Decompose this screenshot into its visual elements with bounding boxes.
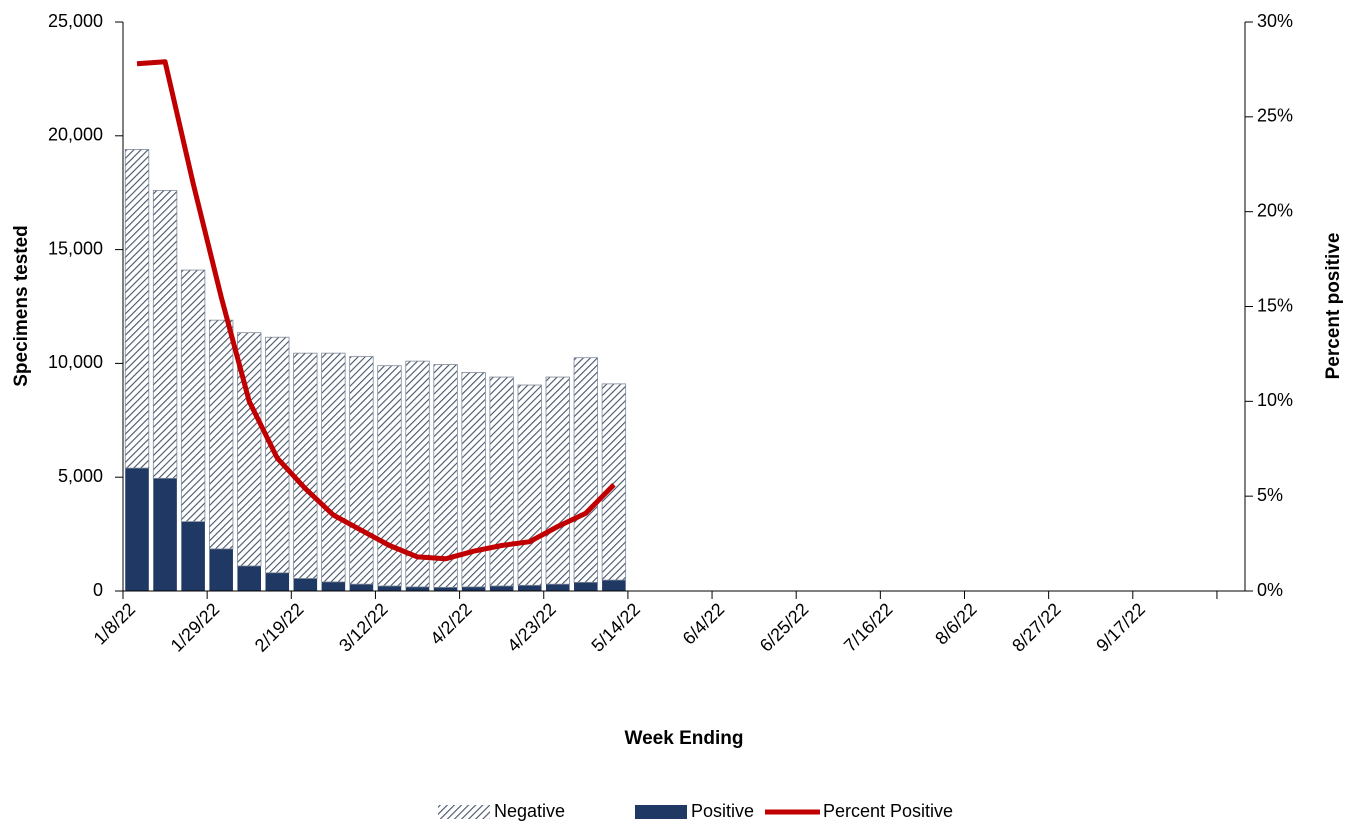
- bar: [321, 581, 346, 591]
- legend-swatch: [635, 805, 687, 819]
- bar: [181, 521, 205, 591]
- bar: [152, 190, 178, 479]
- x-tick-label: 1/29/22: [167, 599, 224, 656]
- bar: [573, 357, 599, 583]
- y-tick-label: 25,000: [48, 11, 103, 31]
- y2-tick-label: 30%: [1257, 11, 1293, 31]
- y2-axis-title: Percent positive: [1323, 233, 1344, 380]
- bar: [489, 585, 514, 591]
- bar: [321, 352, 346, 583]
- y-tick-label: 20,000: [48, 125, 103, 145]
- y-tick-label: 15,000: [48, 238, 103, 258]
- bar: [377, 585, 402, 591]
- legend-label: Percent Positive: [823, 801, 953, 821]
- x-tick-label: 7/16/22: [840, 599, 897, 656]
- bar: [601, 383, 627, 581]
- y-tick-label: 0: [93, 580, 103, 600]
- bar: [405, 360, 430, 588]
- bar: [125, 468, 149, 591]
- bar: [602, 580, 626, 591]
- bar: [517, 585, 542, 591]
- x-tick-label: 8/6/22: [931, 599, 981, 649]
- y-tick-label: 5,000: [58, 466, 103, 486]
- line: [136, 59, 616, 562]
- legend-swatch: [438, 805, 490, 819]
- bar: [208, 319, 234, 550]
- bar: [517, 384, 542, 586]
- x-tick-label: 8/27/22: [1008, 599, 1065, 656]
- bar: [461, 586, 486, 591]
- x-tick-label: 3/12/22: [335, 599, 392, 656]
- bar: [349, 584, 374, 591]
- legend-label: Positive: [691, 801, 754, 821]
- bar: [293, 578, 318, 591]
- bar: [153, 478, 177, 591]
- x-tick-label: 6/25/22: [756, 599, 813, 656]
- y-axis-title: Specimens tested: [11, 225, 32, 387]
- x-tick-label: 6/4/22: [679, 599, 729, 649]
- y2-tick-label: 10%: [1257, 390, 1293, 410]
- bar: [545, 584, 570, 591]
- bar: [489, 376, 514, 587]
- x-tick-label: 5/14/22: [587, 599, 644, 656]
- bar: [265, 572, 290, 591]
- y2-tick-label: 0%: [1257, 580, 1283, 600]
- y-tick-label: 10,000: [48, 352, 103, 372]
- bar: [209, 548, 233, 591]
- bar: [461, 372, 486, 588]
- bar: [433, 587, 458, 591]
- y2-tick-label: 25%: [1257, 106, 1293, 126]
- bar: [237, 565, 262, 591]
- bar: [574, 582, 598, 591]
- y2-tick-label: 5%: [1257, 485, 1283, 505]
- bar: [237, 332, 262, 567]
- y2-tick-label: 20%: [1257, 200, 1293, 220]
- x-axis-title: Week Ending: [625, 728, 744, 749]
- bar: [433, 364, 458, 588]
- x-tick-label: 4/23/22: [503, 599, 560, 656]
- bar: [293, 352, 318, 579]
- bar: [405, 586, 430, 591]
- legend-label: Negative: [494, 801, 565, 821]
- bar: [124, 149, 150, 469]
- bar: [180, 269, 206, 522]
- x-tick-label: 4/2/22: [426, 599, 476, 649]
- x-tick-label: 2/19/22: [251, 599, 308, 656]
- y2-tick-label: 15%: [1257, 295, 1293, 315]
- x-tick-label: 1/8/22: [90, 599, 140, 649]
- bar: [349, 356, 374, 585]
- x-tick-label: 9/17/22: [1092, 599, 1149, 656]
- bar: [377, 365, 402, 587]
- bar: [545, 376, 570, 585]
